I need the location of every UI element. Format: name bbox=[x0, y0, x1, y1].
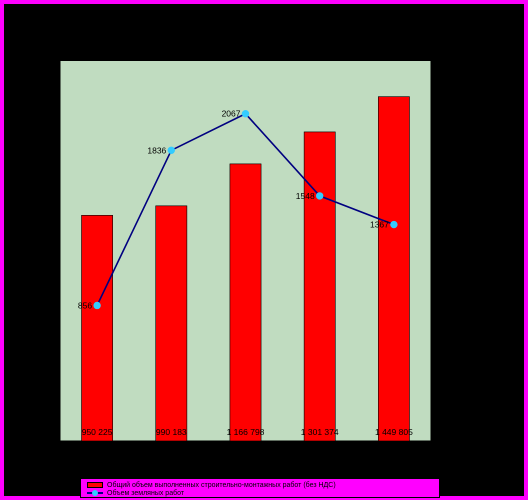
bar-data-labels: 950 225 990 183 1 166 798 1 301 374 1 449 80… bbox=[82, 427, 413, 437]
right-tick-label: 2400 bbox=[437, 59, 451, 65]
x-axis-ticks: 2006 2007 2008 2009 2010 bbox=[59, 441, 432, 461]
left-axis-ticks: 0 200000 400000 600000 800000 1000000 1200000 1… bbox=[31, 59, 60, 445]
bar bbox=[303, 131, 336, 442]
bar-data-label: 1 166 798 bbox=[227, 427, 265, 437]
line-data-label: 1367 bbox=[370, 220, 389, 230]
legend-label-bars: Общий объем выполненных строительно-монт… bbox=[107, 481, 336, 489]
line-point bbox=[316, 192, 324, 200]
left-tick-label: 200000 bbox=[34, 392, 55, 398]
line-point bbox=[241, 110, 250, 118]
line-data-label: 856 bbox=[78, 300, 92, 310]
line-point bbox=[93, 301, 101, 310]
legend-swatch-bars bbox=[87, 482, 103, 488]
bar-data-label: 1 449 805 bbox=[375, 427, 413, 437]
legend-swatch-line bbox=[87, 490, 103, 496]
line-data-label: 2067 bbox=[222, 109, 241, 119]
bar bbox=[229, 163, 262, 442]
legend-item-line: Объем земляных работ bbox=[87, 489, 184, 497]
x-tick-label: 2009 bbox=[313, 455, 327, 461]
x-axis-title: год bbox=[241, 464, 250, 470]
right-tick-label: 400 bbox=[437, 376, 448, 382]
x-tick-label: 2006 bbox=[90, 455, 104, 461]
line-series: 856 1836 2067 1548 1367 bbox=[78, 109, 398, 310]
left-tick-label: 800000 bbox=[34, 249, 55, 255]
left-tick-label: 400000 bbox=[34, 344, 55, 350]
right-tick-label: 1600 bbox=[437, 186, 451, 192]
right-axis-title: т bbox=[458, 257, 464, 260]
line-point bbox=[167, 146, 176, 155]
legend-item-bars: Общий объем выполненных строительно-монт… bbox=[87, 481, 336, 489]
bar-data-label: 990 183 bbox=[156, 427, 187, 437]
left-tick-label: 600000 bbox=[34, 297, 55, 303]
bar-series bbox=[81, 96, 410, 442]
right-tick-label: 1200 bbox=[437, 249, 451, 255]
bar bbox=[81, 215, 113, 442]
line-data-label: 1836 bbox=[147, 145, 166, 155]
x-tick-label: 2010 bbox=[387, 455, 401, 461]
left-tick-label: 0 bbox=[51, 439, 55, 445]
bar bbox=[378, 96, 410, 442]
left-tick-label: 1400000 bbox=[31, 107, 55, 113]
legend: Общий объем выполненных строительно-монт… bbox=[80, 478, 440, 498]
right-axis-ticks: 0 400 800 1200 1600 2000 2400 bbox=[431, 59, 451, 445]
left-tick-label: 1000000 bbox=[31, 202, 55, 208]
bar-data-label: 950 225 bbox=[82, 427, 113, 437]
left-tick-label: 1600000 bbox=[31, 59, 55, 65]
line-data-label: 1548 bbox=[296, 191, 315, 201]
right-tick-label: 0 bbox=[437, 439, 441, 445]
x-tick-label: 2007 bbox=[165, 455, 179, 461]
bar-data-label: 1 301 374 bbox=[301, 427, 339, 437]
chart-panel: 0 200000 400000 600000 800000 1000000 1200000 1… bbox=[4, 4, 524, 498]
combo-chart: 0 200000 400000 600000 800000 1000000 1200000 1… bbox=[7, 59, 464, 470]
right-tick-label: 800 bbox=[437, 312, 448, 318]
right-tick-label: 2000 bbox=[437, 122, 451, 128]
x-tick-label: 2008 bbox=[239, 455, 253, 461]
bar bbox=[155, 205, 188, 442]
left-axis-title: тыс. рублей bbox=[7, 242, 14, 275]
legend-label-line: Объем земляных работ bbox=[107, 489, 185, 497]
line-point bbox=[390, 220, 398, 229]
left-tick-label: 1200000 bbox=[31, 154, 55, 160]
